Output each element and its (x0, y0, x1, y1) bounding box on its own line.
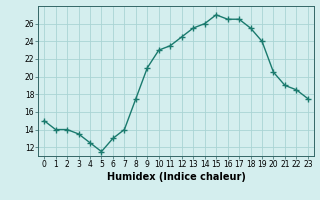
X-axis label: Humidex (Indice chaleur): Humidex (Indice chaleur) (107, 172, 245, 182)
